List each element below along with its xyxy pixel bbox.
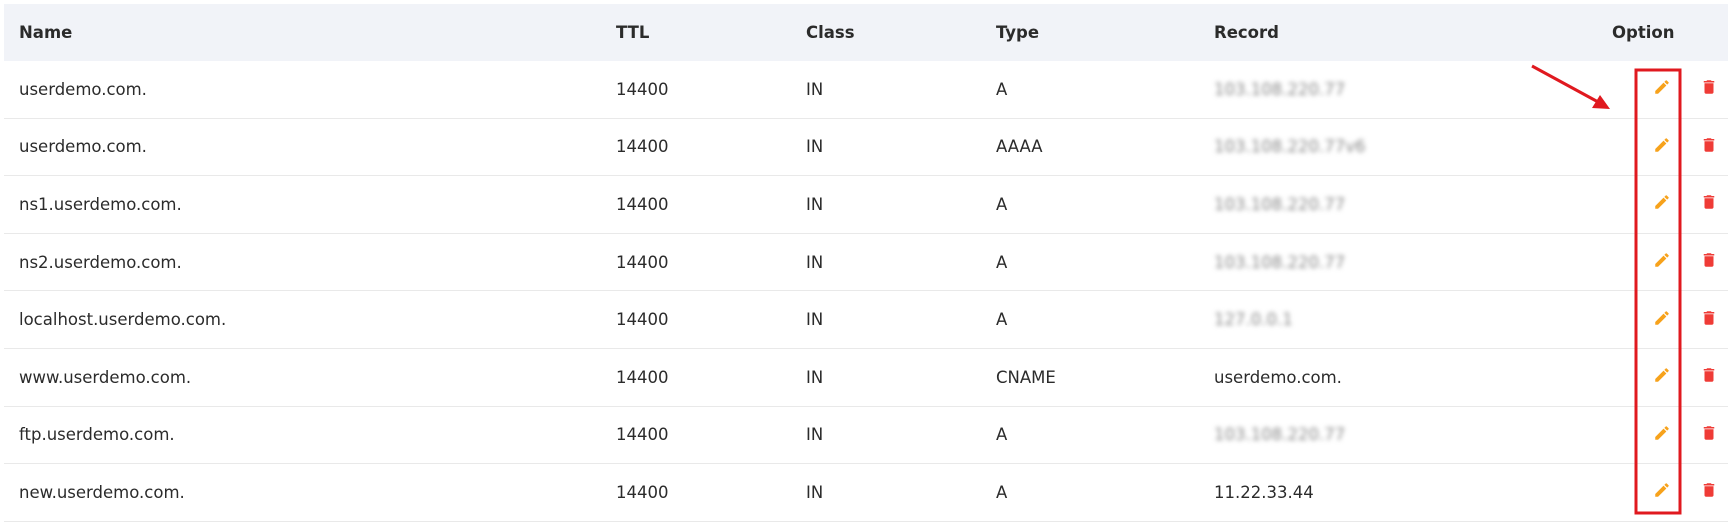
- table-cell: userdemo.com.: [19, 137, 147, 157]
- table-cell: IN: [806, 137, 824, 157]
- table-cell: localhost.userdemo.com.: [19, 310, 227, 330]
- table-row: www.userdemo.com. 14400 IN CNAME userdemo.co…: [4, 349, 1728, 407]
- table-cell: IN: [806, 425, 824, 445]
- table-cell: 14400: [616, 482, 669, 502]
- table-cell: CNAME: [996, 367, 1056, 387]
- record-cell: 103.108.220.77v6: [1214, 137, 1366, 157]
- record-cell: 103.108.220.77: [1214, 252, 1346, 272]
- edit-button[interactable]: [1653, 251, 1671, 273]
- table-cell: A: [996, 194, 1008, 214]
- table-cell: A: [996, 252, 1008, 272]
- edit-button[interactable]: [1653, 136, 1671, 158]
- table-row: ns2.userdemo.com. 14400 IN A 103.108.220.77: [4, 234, 1728, 292]
- delete-button[interactable]: [1700, 135, 1718, 159]
- table-cell: ns2.userdemo.com.: [19, 252, 182, 272]
- table-row: userdemo.com. 14400 IN AAAA 103.108.220.77v6: [4, 119, 1728, 177]
- header-cell: Record: [1214, 23, 1279, 42]
- table-row: localhost.userdemo.com. 14400 IN A 127.0.0.1: [4, 291, 1728, 349]
- header-cell: Type: [996, 23, 1040, 42]
- table-cell: ftp.userdemo.com.: [19, 425, 175, 445]
- header-cell: Name: [19, 23, 73, 42]
- table-cell: A: [996, 310, 1008, 330]
- table-row: userdemo.com. 14400 IN A 103.108.220.77: [4, 61, 1728, 119]
- table-cell: A: [996, 482, 1008, 502]
- delete-button[interactable]: [1700, 423, 1718, 447]
- table-cell: IN: [806, 482, 824, 502]
- edit-button[interactable]: [1653, 309, 1671, 331]
- table-cell: A: [996, 425, 1008, 445]
- header-row: Name TTL Class Type Record Option: [4, 4, 1728, 61]
- table-row: ftp.userdemo.com. 14400 IN A 103.108.220.77: [4, 407, 1728, 465]
- table-cell: www.userdemo.com.: [19, 367, 192, 387]
- edit-button[interactable]: [1653, 481, 1671, 503]
- table-cell: 14400: [616, 194, 669, 214]
- edit-button[interactable]: [1653, 424, 1671, 446]
- table-cell: A: [996, 79, 1008, 99]
- table-cell: 14400: [616, 137, 669, 157]
- table-cell: IN: [806, 367, 824, 387]
- dns-table: Name TTL Class Type Record Option userdemo.com…: [4, 4, 1728, 522]
- header-cell: TTL: [616, 23, 650, 42]
- table-cell: userdemo.com.: [19, 79, 147, 99]
- table-cell: IN: [806, 310, 824, 330]
- table-cell: IN: [806, 79, 824, 99]
- edit-button[interactable]: [1653, 78, 1671, 100]
- table-cell: ns1.userdemo.com.: [19, 194, 182, 214]
- delete-button[interactable]: [1700, 250, 1718, 274]
- table-row: new.userdemo.com. 14400 IN A 11.22.33.44: [4, 464, 1728, 522]
- table-cell: 14400: [616, 79, 669, 99]
- edit-button[interactable]: [1653, 193, 1671, 215]
- table-cell: 14400: [616, 310, 669, 330]
- header-cell: Option: [1612, 23, 1675, 42]
- table-cell: IN: [806, 194, 824, 214]
- record-cell: 103.108.220.77: [1214, 194, 1346, 214]
- delete-button[interactable]: [1700, 77, 1718, 101]
- edit-button[interactable]: [1653, 366, 1671, 388]
- table-cell: 14400: [616, 367, 669, 387]
- table-cell: 14400: [616, 425, 669, 445]
- record-cell: 11.22.33.44: [1214, 482, 1314, 502]
- table-row: ns1.userdemo.com. 14400 IN A 103.108.220.77: [4, 176, 1728, 234]
- record-cell: userdemo.com.: [1214, 367, 1342, 387]
- record-cell: 127.0.0.1: [1214, 310, 1293, 330]
- delete-button[interactable]: [1700, 365, 1718, 389]
- table-cell: IN: [806, 252, 824, 272]
- table-cell: 14400: [616, 252, 669, 272]
- delete-button[interactable]: [1700, 192, 1718, 216]
- record-cell: 103.108.220.77: [1214, 79, 1346, 99]
- delete-button[interactable]: [1700, 308, 1718, 332]
- table-cell: new.userdemo.com.: [19, 482, 185, 502]
- header-cell: Class: [806, 23, 855, 42]
- record-cell: 103.108.220.77: [1214, 425, 1346, 445]
- delete-button[interactable]: [1700, 480, 1718, 504]
- table-cell: AAAA: [996, 137, 1043, 157]
